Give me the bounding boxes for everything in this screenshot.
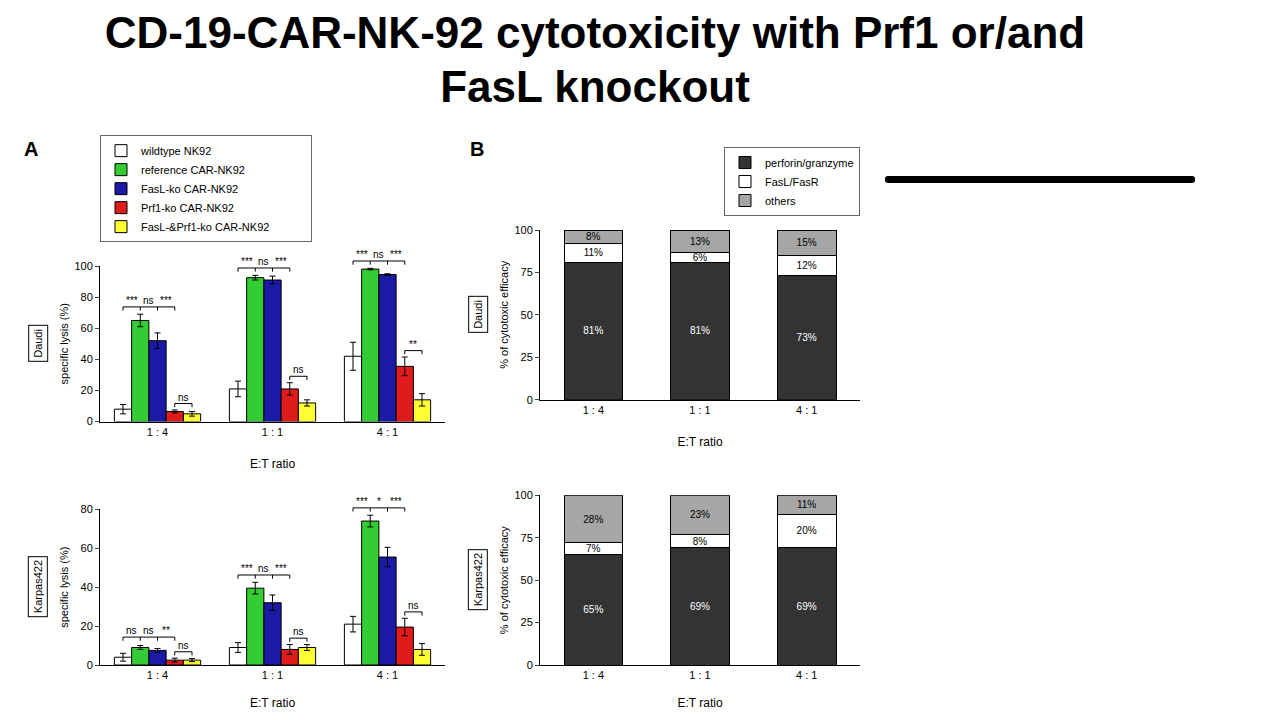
svg-text:20%: 20% [797, 525, 817, 536]
svg-text:100: 100 [514, 489, 532, 501]
svg-text:E:T ratio: E:T ratio [250, 696, 295, 710]
svg-text:80: 80 [81, 503, 93, 515]
svg-text:**: ** [409, 339, 417, 350]
svg-text:ns: ns [293, 364, 304, 375]
svg-text:others: others [765, 195, 796, 207]
svg-text:E:T ratio: E:T ratio [677, 435, 722, 449]
svg-text:Karpas422: Karpas422 [32, 560, 44, 613]
svg-text:4 : 1: 4 : 1 [377, 669, 398, 681]
svg-text:60: 60 [81, 542, 93, 554]
svg-text:E:T ratio: E:T ratio [250, 457, 295, 471]
svg-text:1 : 1: 1 : 1 [689, 404, 710, 416]
svg-text:***: *** [241, 563, 253, 574]
svg-text:***: *** [275, 563, 287, 574]
svg-text:Daudi: Daudi [32, 329, 44, 358]
svg-text:Daudi: Daudi [472, 300, 484, 329]
svg-text:75: 75 [521, 266, 533, 278]
svg-text:1 : 4: 1 : 4 [147, 426, 168, 438]
svg-text:50: 50 [521, 574, 533, 586]
svg-text:0: 0 [87, 415, 93, 427]
svg-text:reference CAR-NK92: reference CAR-NK92 [141, 164, 245, 176]
svg-text:***: *** [390, 249, 402, 260]
svg-text:0: 0 [527, 394, 533, 406]
svg-text:1 : 1: 1 : 1 [262, 669, 283, 681]
svg-text:1 : 4: 1 : 4 [147, 669, 168, 681]
svg-text:ns: ns [258, 256, 269, 267]
svg-text:ns: ns [258, 563, 269, 574]
svg-text:60: 60 [81, 322, 93, 334]
svg-text:75: 75 [521, 532, 533, 544]
svg-text:12%: 12% [797, 260, 817, 271]
svg-text:Karpas422: Karpas422 [472, 553, 484, 606]
svg-text:E:T ratio: E:T ratio [677, 696, 722, 710]
svg-text:15%: 15% [797, 237, 817, 248]
svg-text:69%: 69% [690, 601, 710, 612]
svg-text:25: 25 [521, 351, 533, 363]
svg-text:1 : 1: 1 : 1 [262, 426, 283, 438]
svg-text:***: *** [390, 496, 402, 507]
svg-text:20: 20 [81, 620, 93, 632]
svg-text:**: ** [162, 625, 170, 636]
svg-text:65%: 65% [583, 604, 603, 615]
svg-text:40: 40 [81, 581, 93, 593]
svg-text:% of cytotoxic efficacy: % of cytotoxic efficacy [498, 260, 510, 369]
svg-text:specific lysis (%): specific lysis (%) [58, 547, 70, 628]
svg-text:81%: 81% [690, 325, 710, 336]
svg-text:ns: ns [126, 625, 137, 636]
svg-text:0: 0 [527, 659, 533, 671]
svg-text:11%: 11% [584, 247, 603, 258]
svg-text:1 : 4: 1 : 4 [583, 669, 604, 681]
svg-text:Prf1-ko CAR-NK92: Prf1-ko CAR-NK92 [141, 202, 234, 214]
svg-text:100: 100 [74, 260, 92, 272]
svg-text:8%: 8% [586, 231, 601, 242]
svg-text:20: 20 [81, 384, 93, 396]
svg-text:ns: ns [143, 625, 154, 636]
svg-text:ns: ns [178, 392, 189, 403]
svg-text:ns: ns [178, 640, 189, 651]
svg-text:ns: ns [408, 600, 419, 611]
svg-text:***: *** [356, 496, 368, 507]
svg-text:11%: 11% [797, 499, 816, 510]
svg-text:73%: 73% [797, 332, 817, 343]
svg-text:69%: 69% [797, 601, 817, 612]
svg-text:4 : 1: 4 : 1 [796, 669, 817, 681]
html-text:B: B [470, 138, 485, 160]
svg-text:6%: 6% [693, 252, 708, 263]
svg-text:*: * [377, 496, 381, 507]
svg-text:13%: 13% [690, 236, 710, 247]
svg-text:FasL-&Prf1-ko CAR-NK92: FasL-&Prf1-ko CAR-NK92 [141, 221, 269, 233]
svg-text:ns: ns [143, 295, 154, 306]
svg-text:***: *** [241, 256, 253, 267]
svg-text:80: 80 [81, 291, 93, 303]
svg-text:4 : 1: 4 : 1 [377, 426, 398, 438]
svg-text:1 : 1: 1 : 1 [689, 669, 710, 681]
svg-text:81%: 81% [583, 325, 603, 336]
svg-text:FasL-ko CAR-NK92: FasL-ko CAR-NK92 [141, 183, 238, 195]
svg-text:1 : 4: 1 : 4 [583, 404, 604, 416]
svg-text:***: *** [126, 295, 138, 306]
svg-text:28%: 28% [583, 514, 603, 525]
svg-text:ns: ns [293, 626, 304, 637]
svg-text:8%: 8% [693, 536, 708, 547]
svg-text:7%: 7% [586, 543, 601, 554]
svg-text:25: 25 [521, 616, 533, 628]
svg-text:23%: 23% [690, 509, 710, 520]
svg-text:50: 50 [521, 309, 533, 321]
svg-text:***: *** [160, 295, 172, 306]
svg-text:40: 40 [81, 353, 93, 365]
html-text:CD-19-CAR-NK-92 cytotoxicity w: CD-19-CAR-NK-92 cytotoxicity with Prf1 o… [104, 8, 1086, 111]
svg-text:% of cytotoxic efficacy: % of cytotoxic efficacy [498, 526, 510, 635]
html-text:A: A [24, 138, 39, 160]
svg-text:perforin/granzyme: perforin/granzyme [765, 157, 854, 169]
svg-text:4 : 1: 4 : 1 [796, 404, 817, 416]
svg-text:FasL/FasR: FasL/FasR [765, 176, 819, 188]
svg-text:0: 0 [87, 659, 93, 671]
svg-text:wildtype NK92: wildtype NK92 [140, 145, 211, 157]
svg-text:***: *** [356, 249, 368, 260]
svg-text:specific lysis (%): specific lysis (%) [58, 303, 70, 384]
svg-text:ns: ns [373, 249, 384, 260]
svg-text:100: 100 [514, 224, 532, 236]
svg-text:***: *** [275, 256, 287, 267]
